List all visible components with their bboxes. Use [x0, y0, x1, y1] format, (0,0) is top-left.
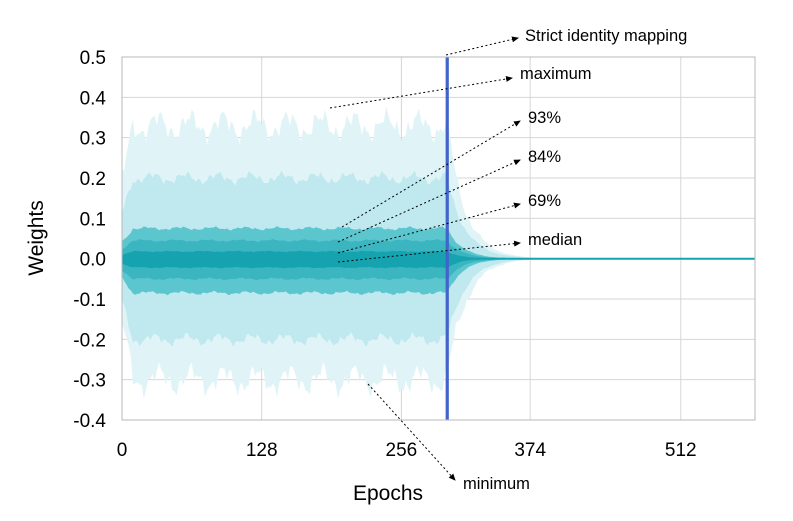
- p69-annotation: 69%: [528, 192, 561, 210]
- y-tick-label: -0.4: [73, 411, 106, 432]
- y-tick-label: 0.5: [80, 48, 106, 69]
- maximum-arrow: [329, 76, 513, 109]
- y-tick-label: 0.3: [80, 129, 106, 150]
- plot-frame: [121, 56, 756, 421]
- y-tick-label: -0.3: [73, 371, 106, 392]
- minimum-annotation: minimum: [463, 475, 530, 493]
- x-axis-label: Epochs: [353, 482, 423, 505]
- annotations: Strict identity mapping maximum 93% 84% 69% m…: [329, 27, 687, 493]
- y-tick-labels: 0.5 0.4 0.3 0.2 0.1 0.0 -0.1 -0.2 -0.3 -0.4: [73, 48, 106, 432]
- y-tick-label: -0.1: [73, 290, 106, 311]
- x-tick-label: 256: [386, 440, 418, 461]
- x-tick-labels: 0 128 256 374 512: [117, 440, 697, 461]
- p93-arrow: [341, 120, 521, 228]
- x-tick-label: 374: [514, 440, 546, 461]
- minimum-arrow: [367, 383, 456, 481]
- y-tick-label: 0.2: [80, 169, 106, 190]
- median-annotation: median: [528, 231, 582, 249]
- y-tick-label: 0.0: [80, 250, 106, 271]
- x-tick-label: 512: [665, 440, 697, 461]
- p84-arrow: [337, 159, 521, 243]
- x-tick-label: 128: [246, 440, 278, 461]
- median-line: [121, 256, 755, 262]
- identity-annotation: Strict identity mapping: [525, 27, 687, 45]
- p84-annotation: 84%: [528, 148, 561, 166]
- y-axis-label: Weights: [25, 200, 48, 275]
- identity-arrow: [445, 36, 519, 56]
- median-arrow: [337, 240, 521, 263]
- y-tick-label: 0.4: [80, 88, 107, 109]
- p93-annotation: 93%: [528, 109, 561, 127]
- y-tick-label: 0.1: [80, 209, 106, 230]
- x-tick-label: 0: [117, 440, 128, 461]
- maximum-annotation: maximum: [520, 65, 592, 83]
- y-tick-label: -0.2: [73, 330, 106, 351]
- band-median: [122, 250, 755, 269]
- percentile-bands: [121, 106, 755, 399]
